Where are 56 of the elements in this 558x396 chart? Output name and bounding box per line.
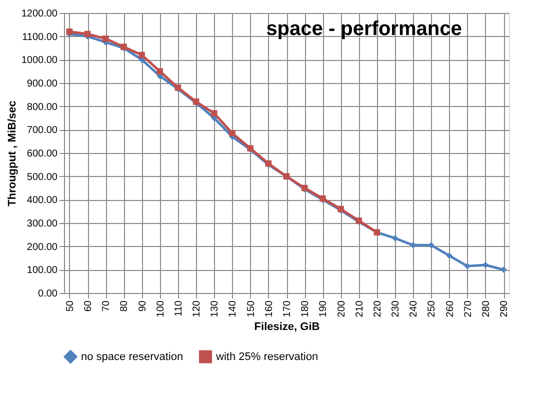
x-tick-label: 280	[480, 300, 492, 318]
y-tick-label: 500.00	[26, 172, 58, 183]
point	[210, 110, 218, 116]
y-tick-label: 600.00	[26, 148, 58, 160]
legend-label: no space reservation	[81, 350, 184, 363]
x-tick-label: 180	[300, 300, 312, 318]
y-axis-title: Througput , MiB/sec	[6, 100, 18, 206]
x-tick-label: 80	[119, 300, 130, 312]
y-tick-label: 1100.00	[22, 32, 58, 43]
point	[392, 235, 398, 242]
point	[482, 262, 489, 268]
x-tick-label: 200	[336, 300, 348, 318]
x-tick-label: 110	[173, 300, 184, 316]
x-tick-label: 210	[354, 300, 366, 318]
point	[446, 252, 452, 259]
x-tick-label: 190	[318, 300, 330, 318]
point	[138, 52, 145, 58]
point	[66, 28, 73, 35]
point	[102, 36, 109, 42]
x-tick-label: 260	[444, 300, 456, 318]
y-tick-label: 700.00	[26, 125, 58, 136]
point	[500, 266, 507, 273]
y-tick-label: 800.00	[26, 102, 58, 113]
y-tick-label: 1000.00	[21, 55, 58, 66]
x-tick-label: 50	[64, 300, 76, 312]
point	[464, 263, 471, 270]
x-tick-label: 100	[155, 300, 166, 318]
x-tick-label: 140	[228, 300, 239, 318]
y-tick-label: 200.00	[26, 242, 58, 253]
x-tick-label: 90	[137, 300, 148, 312]
chart-title: space - performance	[266, 18, 462, 40]
y-tick-label: 400.00	[26, 195, 58, 206]
y-tick-label: 900.00	[26, 78, 58, 90]
y-tick-label: 0.00	[38, 288, 58, 300]
y-tick-label: 1200.00	[21, 8, 58, 20]
x-tick-label: 60	[83, 300, 94, 312]
x-tick-label: 220	[372, 300, 384, 318]
x-tick-label: 150	[246, 300, 257, 318]
y-tick-label: 100.00	[26, 265, 58, 276]
x-tick-label: 240	[408, 300, 420, 318]
x-axis-title: Filesize, GiB	[254, 321, 320, 334]
point	[84, 30, 91, 38]
point	[156, 68, 164, 74]
point	[229, 130, 236, 136]
x-tick-label: 120	[192, 300, 203, 318]
x-tick-label: 70	[101, 300, 112, 312]
x-tick-label: 170	[282, 300, 293, 318]
y-tick-label: 300.00	[26, 218, 58, 230]
point	[410, 242, 416, 248]
x-tick-label: 130	[210, 300, 221, 318]
x-tick-label: 270	[462, 300, 474, 318]
x-tick-label: 230	[390, 300, 402, 318]
x-tick-label: 290	[499, 300, 510, 318]
legend-label: with 25% reservation	[215, 350, 318, 363]
x-tick-label: 160	[264, 300, 275, 318]
x-tick-label: 250	[426, 300, 438, 318]
